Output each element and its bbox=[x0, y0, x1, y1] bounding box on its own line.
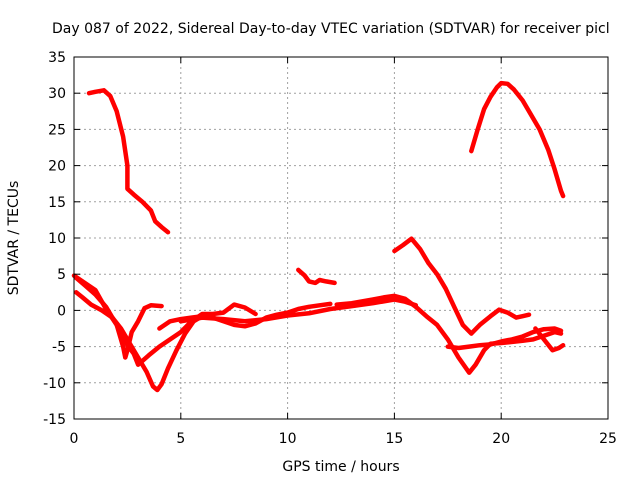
series-arc-9 bbox=[392, 236, 532, 336]
x-tick-label: 0 bbox=[70, 431, 79, 447]
series-arc-4 bbox=[71, 273, 258, 367]
y-tick-label: -10 bbox=[43, 376, 66, 392]
y-tick-label: -5 bbox=[52, 340, 66, 356]
y-tick-label: 30 bbox=[48, 86, 66, 102]
y-tick-label: 35 bbox=[48, 50, 66, 66]
series-arc-8 bbox=[296, 267, 337, 286]
x-tick-label: 5 bbox=[176, 431, 185, 447]
y-tick-label: 15 bbox=[48, 195, 66, 211]
series-arc-3 bbox=[73, 290, 205, 393]
series-arc-11 bbox=[533, 326, 566, 353]
y-tick-label: 5 bbox=[57, 267, 66, 283]
y-tick-label: 0 bbox=[57, 303, 66, 319]
y-tick-label: -15 bbox=[43, 412, 66, 428]
chart-title: Day 087 of 2022, Sidereal Day-to-day VTE… bbox=[52, 21, 610, 37]
x-tick-label: 15 bbox=[385, 431, 403, 447]
series-arc-7 bbox=[334, 293, 564, 375]
series-arc-12 bbox=[469, 80, 566, 199]
series-arc-10 bbox=[445, 326, 564, 351]
series-arc-1 bbox=[86, 88, 171, 235]
x-tick-label: 20 bbox=[492, 431, 510, 447]
axis-ticks: 0 5 10 15 20 25 -15 -10 -5 0 5 10 15 20 25 30 35 bbox=[43, 50, 617, 447]
x-tick-label: 10 bbox=[279, 431, 297, 447]
x-axis-label: GPS time / hours bbox=[282, 459, 399, 475]
y-tick-label: 10 bbox=[48, 231, 66, 247]
data-traces bbox=[71, 80, 566, 393]
y-tick-label: 25 bbox=[48, 122, 66, 138]
y-tick-label: 20 bbox=[48, 159, 66, 175]
series-arc-6 bbox=[178, 297, 419, 324]
y-axis-label: SDTVAR / TECUs bbox=[6, 181, 22, 296]
series-arc-2 bbox=[73, 275, 164, 360]
x-tick-label: 25 bbox=[599, 431, 617, 447]
